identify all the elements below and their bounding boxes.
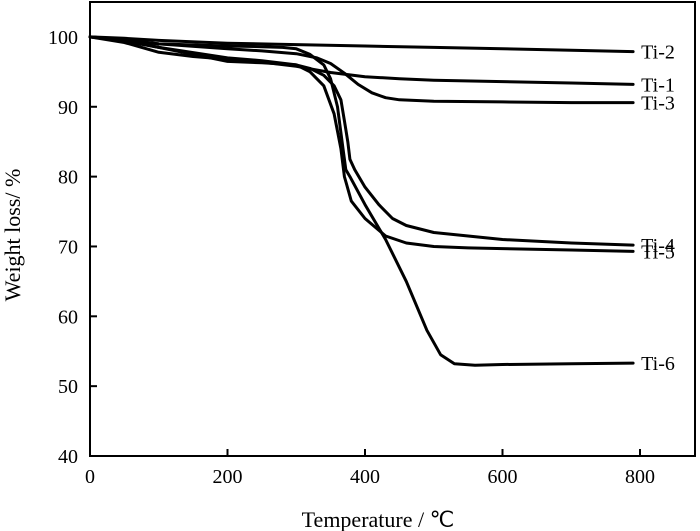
x-tick-label: 0: [85, 466, 95, 488]
y-tick-label: 60: [58, 306, 78, 328]
series-label-ti-3: Ti-3: [641, 93, 675, 115]
y-tick-label: 80: [58, 167, 78, 189]
y-tick-label: 90: [58, 97, 78, 119]
series-labels: Ti-2 Ti-1Ti-3 Ti-4Ti-5 Ti-6: [641, 42, 675, 376]
series-line-ti-5: [88, 35, 635, 253]
plot-frame: [89, 1, 696, 457]
series-label-ti-1: Ti-1: [641, 74, 675, 96]
x-tick-label: 600: [488, 466, 518, 488]
y-tick-label: 40: [58, 446, 78, 468]
series-label-ti-6: Ti-6: [641, 353, 675, 375]
series-label-ti-2: Ti-2: [641, 42, 675, 64]
series-line-ti-6: [88, 35, 635, 367]
ticks: 0 200 400 600 800 40 50 60 70 80 90 100: [48, 27, 655, 488]
series-label-ti-4: Ti-4: [641, 235, 675, 257]
y-tick-label: 50: [58, 376, 78, 398]
series-line-ti-3: [88, 35, 635, 105]
series-line-ti-2: [88, 35, 635, 54]
y-tick-label: 100: [48, 27, 78, 49]
x-tick-label: 800: [625, 466, 655, 488]
x-axis-label: Temperature / ℃: [302, 507, 455, 531]
x-tick-label: 200: [213, 466, 243, 488]
y-tick-label: 70: [58, 236, 78, 258]
series-line-ti-4: [88, 35, 635, 247]
series-label-ti-5: Ti-5: [641, 241, 675, 263]
y-axis-label: Weight loss/ %: [0, 169, 25, 302]
x-tick-label: 400: [350, 466, 380, 488]
series: [88, 35, 635, 367]
